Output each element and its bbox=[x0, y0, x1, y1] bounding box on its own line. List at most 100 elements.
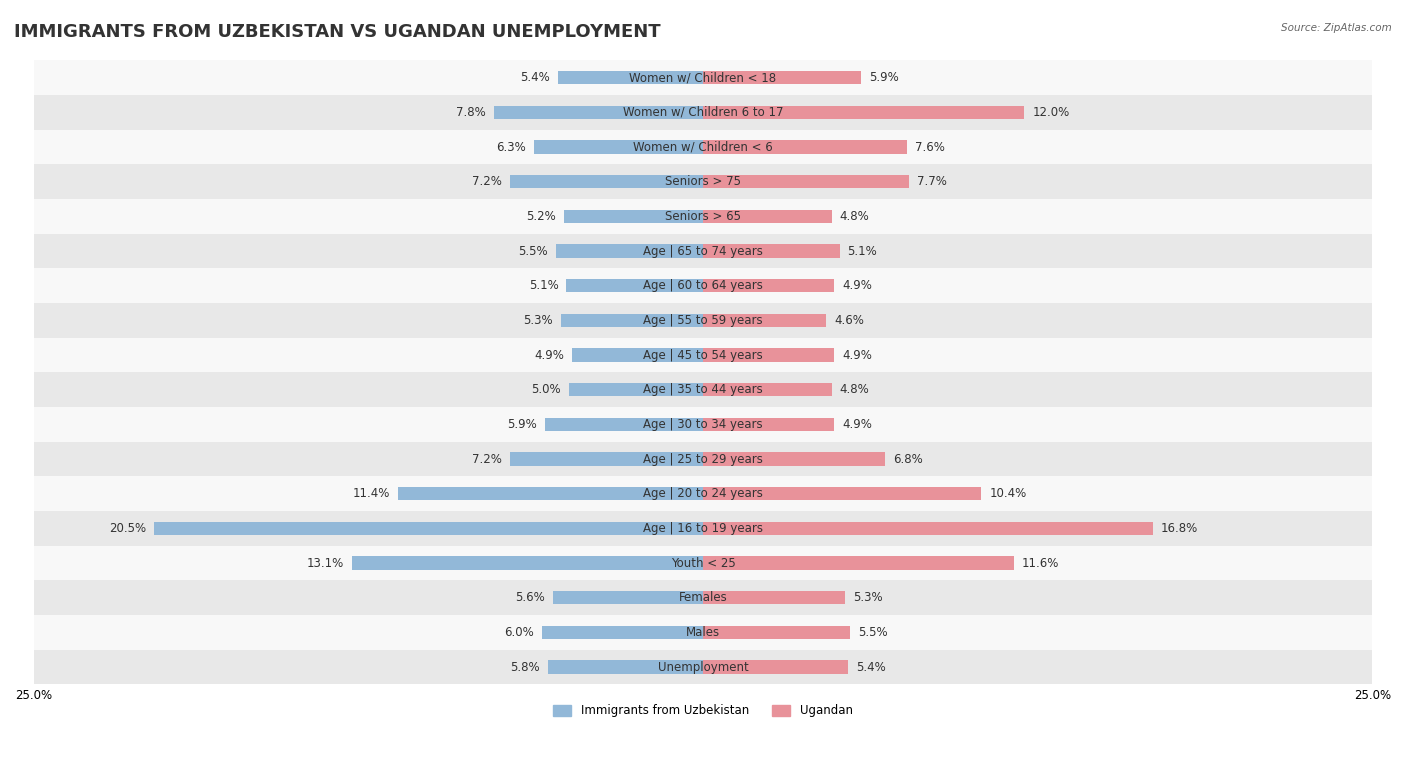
Bar bbox=[703, 418, 834, 431]
Text: Females: Females bbox=[679, 591, 727, 604]
Bar bbox=[703, 522, 1153, 535]
Bar bbox=[561, 314, 703, 327]
Bar bbox=[703, 556, 1014, 570]
Bar bbox=[703, 210, 831, 223]
Text: 5.1%: 5.1% bbox=[848, 245, 877, 257]
Text: 5.5%: 5.5% bbox=[858, 626, 889, 639]
Bar bbox=[34, 164, 1372, 199]
Bar bbox=[34, 303, 1372, 338]
Bar bbox=[703, 245, 839, 257]
Text: 6.0%: 6.0% bbox=[505, 626, 534, 639]
Bar bbox=[703, 383, 831, 397]
Text: 10.4%: 10.4% bbox=[990, 488, 1026, 500]
Text: 4.9%: 4.9% bbox=[842, 279, 872, 292]
Bar bbox=[34, 546, 1372, 581]
Text: 4.8%: 4.8% bbox=[839, 383, 869, 396]
Bar bbox=[34, 269, 1372, 303]
Bar bbox=[567, 279, 703, 292]
Text: Seniors > 65: Seniors > 65 bbox=[665, 210, 741, 223]
Text: 4.8%: 4.8% bbox=[839, 210, 869, 223]
Text: Source: ZipAtlas.com: Source: ZipAtlas.com bbox=[1281, 23, 1392, 33]
Bar bbox=[703, 141, 907, 154]
Text: 4.9%: 4.9% bbox=[842, 418, 872, 431]
Bar bbox=[534, 141, 703, 154]
Bar bbox=[34, 338, 1372, 372]
Text: 5.0%: 5.0% bbox=[531, 383, 561, 396]
Bar bbox=[494, 106, 703, 119]
Text: 5.2%: 5.2% bbox=[526, 210, 555, 223]
Bar bbox=[548, 660, 703, 674]
Bar bbox=[34, 476, 1372, 511]
Bar bbox=[555, 245, 703, 257]
Text: 6.8%: 6.8% bbox=[893, 453, 922, 466]
Text: 4.9%: 4.9% bbox=[842, 348, 872, 362]
Text: Age | 16 to 19 years: Age | 16 to 19 years bbox=[643, 522, 763, 535]
Text: 5.3%: 5.3% bbox=[523, 314, 553, 327]
Bar bbox=[703, 453, 886, 466]
Bar bbox=[703, 488, 981, 500]
Text: 7.8%: 7.8% bbox=[457, 106, 486, 119]
Text: Women w/ Children < 6: Women w/ Children < 6 bbox=[633, 141, 773, 154]
Text: Unemployment: Unemployment bbox=[658, 661, 748, 674]
Text: 12.0%: 12.0% bbox=[1032, 106, 1070, 119]
Legend: Immigrants from Uzbekistan, Ugandan: Immigrants from Uzbekistan, Ugandan bbox=[548, 699, 858, 722]
Bar bbox=[703, 314, 827, 327]
Text: Age | 60 to 64 years: Age | 60 to 64 years bbox=[643, 279, 763, 292]
Bar bbox=[564, 210, 703, 223]
Bar bbox=[34, 95, 1372, 129]
Bar bbox=[703, 175, 910, 188]
Bar bbox=[34, 129, 1372, 164]
Text: IMMIGRANTS FROM UZBEKISTAN VS UGANDAN UNEMPLOYMENT: IMMIGRANTS FROM UZBEKISTAN VS UGANDAN UN… bbox=[14, 23, 661, 41]
Bar bbox=[510, 453, 703, 466]
Bar bbox=[34, 615, 1372, 650]
Text: 5.5%: 5.5% bbox=[517, 245, 548, 257]
Text: 7.6%: 7.6% bbox=[914, 141, 945, 154]
Bar bbox=[703, 71, 860, 84]
Bar bbox=[703, 348, 834, 362]
Bar bbox=[155, 522, 703, 535]
Text: 5.8%: 5.8% bbox=[510, 661, 540, 674]
Text: Youth < 25: Youth < 25 bbox=[671, 556, 735, 569]
Text: Age | 45 to 54 years: Age | 45 to 54 years bbox=[643, 348, 763, 362]
Text: 20.5%: 20.5% bbox=[108, 522, 146, 535]
Text: Age | 65 to 74 years: Age | 65 to 74 years bbox=[643, 245, 763, 257]
Bar bbox=[703, 626, 851, 639]
Bar bbox=[558, 71, 703, 84]
Bar bbox=[703, 106, 1025, 119]
Text: 5.1%: 5.1% bbox=[529, 279, 558, 292]
Bar bbox=[572, 348, 703, 362]
Bar bbox=[353, 556, 703, 570]
Text: 4.9%: 4.9% bbox=[534, 348, 564, 362]
Bar bbox=[510, 175, 703, 188]
Text: Age | 30 to 34 years: Age | 30 to 34 years bbox=[643, 418, 763, 431]
Text: 5.6%: 5.6% bbox=[515, 591, 546, 604]
Bar bbox=[34, 650, 1372, 684]
Text: 5.4%: 5.4% bbox=[520, 71, 550, 84]
Text: Women w/ Children < 18: Women w/ Children < 18 bbox=[630, 71, 776, 84]
Text: Age | 25 to 29 years: Age | 25 to 29 years bbox=[643, 453, 763, 466]
Bar bbox=[553, 591, 703, 604]
Text: Males: Males bbox=[686, 626, 720, 639]
Text: 11.4%: 11.4% bbox=[353, 488, 389, 500]
Bar bbox=[34, 581, 1372, 615]
Bar bbox=[34, 372, 1372, 407]
Bar bbox=[34, 61, 1372, 95]
Text: 5.9%: 5.9% bbox=[508, 418, 537, 431]
Text: 5.9%: 5.9% bbox=[869, 71, 898, 84]
Bar bbox=[543, 626, 703, 639]
Text: Age | 55 to 59 years: Age | 55 to 59 years bbox=[643, 314, 763, 327]
Bar bbox=[34, 442, 1372, 476]
Bar bbox=[703, 660, 848, 674]
Text: Age | 20 to 24 years: Age | 20 to 24 years bbox=[643, 488, 763, 500]
Bar bbox=[569, 383, 703, 397]
Text: 5.3%: 5.3% bbox=[853, 591, 883, 604]
Bar bbox=[34, 511, 1372, 546]
Bar bbox=[703, 279, 834, 292]
Text: 7.2%: 7.2% bbox=[472, 453, 502, 466]
Bar bbox=[34, 199, 1372, 234]
Bar bbox=[34, 234, 1372, 269]
Bar bbox=[34, 407, 1372, 442]
Text: Age | 35 to 44 years: Age | 35 to 44 years bbox=[643, 383, 763, 396]
Bar bbox=[398, 488, 703, 500]
Bar bbox=[703, 591, 845, 604]
